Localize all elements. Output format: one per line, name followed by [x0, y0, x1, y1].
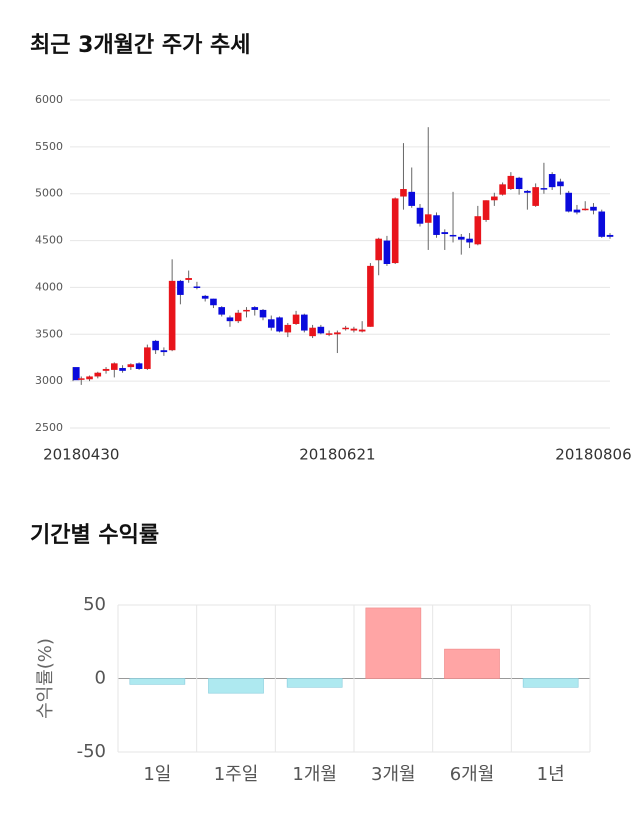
candle-body [292, 314, 300, 324]
candle-body [482, 200, 490, 220]
x-tick-label: 1주일 [214, 764, 259, 785]
candle-body [565, 192, 572, 212]
y-tick-label: 4000 [35, 280, 63, 293]
y-tick-label: 3000 [35, 374, 63, 387]
candle-body [111, 363, 118, 370]
candle-body [251, 307, 259, 310]
candle-body [226, 317, 234, 322]
candle-body [491, 196, 498, 201]
candle-body [350, 328, 358, 331]
candle-body [86, 376, 93, 380]
candle-body [433, 215, 440, 235]
x-tick-label: 1일 [143, 764, 171, 785]
candle-body [267, 319, 275, 328]
candle-body [77, 378, 85, 380]
x-tick-label: 1년 [537, 764, 565, 785]
candle-body [400, 189, 407, 197]
x-tick-label: 3개월 [371, 764, 416, 785]
candle-body [408, 191, 416, 206]
candle-body [515, 177, 523, 190]
candle-body [334, 332, 341, 335]
candle-body [581, 208, 589, 211]
candle-body [416, 207, 424, 224]
candle-body [193, 286, 201, 288]
candle-body [598, 211, 606, 237]
candle-body [152, 340, 159, 351]
candle-body [383, 240, 391, 264]
candle-body [127, 364, 135, 368]
candle-body [466, 238, 473, 243]
candle-body [441, 232, 449, 235]
bar [286, 678, 343, 688]
candle-body [367, 265, 374, 327]
candle-body [243, 309, 250, 312]
candle-body [284, 324, 292, 333]
candle-body [375, 238, 382, 261]
candle-body [102, 368, 110, 371]
candle-body [358, 329, 366, 332]
candle-body [325, 333, 333, 335]
candle-body [457, 236, 465, 240]
candle-body [218, 307, 226, 315]
x-tick-label: 6개월 [450, 764, 495, 785]
candle-body [119, 368, 126, 371]
bar [129, 678, 186, 685]
candle-body [424, 214, 432, 223]
chart-title: 기간별 수익률 [30, 523, 159, 548]
bar [365, 607, 422, 679]
candle-body [276, 317, 283, 332]
candle-body [449, 234, 457, 237]
y-tick-label: 4500 [35, 234, 63, 247]
candle-body [548, 174, 556, 188]
candle-body [573, 209, 581, 213]
y-tick-label: 6000 [35, 93, 63, 106]
candle-body [234, 312, 242, 322]
y-tick-label: 0 [95, 668, 106, 689]
candle-body [590, 206, 597, 211]
candle-body [391, 198, 399, 264]
candle-body [160, 350, 168, 353]
x-tick-label: 20180430 [43, 446, 119, 464]
bar [208, 678, 264, 694]
candle-body [201, 295, 209, 299]
candle-body [342, 327, 349, 330]
candle-body [606, 234, 614, 237]
chart-title: 최근 3개월간 주가 추세 [30, 33, 250, 58]
candle-body [210, 298, 217, 306]
x-tick-label: 20180621 [299, 446, 375, 464]
y-tick-label: 2500 [35, 421, 63, 434]
candle-body [73, 367, 80, 381]
candle-body [177, 280, 184, 295]
y-tick-label: 50 [83, 594, 106, 615]
y-axis-label: 수익률(%) [35, 638, 56, 719]
candle-body [557, 181, 564, 187]
candle-body [185, 278, 192, 280]
candle-body [524, 190, 531, 193]
y-tick-label: -50 [77, 741, 106, 762]
candle-body [507, 175, 515, 190]
bar [522, 678, 579, 688]
candle-body [532, 187, 539, 206]
y-tick-label: 5000 [35, 187, 63, 200]
x-tick-label: 20180806 [555, 446, 631, 464]
candle-body [317, 326, 325, 334]
candle-body [540, 188, 548, 190]
candle-body [94, 372, 102, 377]
candle-body [499, 184, 506, 195]
candle-body [309, 327, 316, 337]
x-tick-label: 1개월 [292, 764, 337, 785]
candle-body [144, 347, 151, 369]
bar [444, 648, 500, 679]
candle-body [474, 216, 482, 245]
candle-body [135, 363, 143, 369]
y-tick-label: 5500 [35, 140, 63, 153]
candle-body [168, 280, 176, 351]
candle-body [259, 309, 267, 318]
y-tick-label: 3500 [35, 327, 63, 340]
candle-body [301, 314, 308, 331]
